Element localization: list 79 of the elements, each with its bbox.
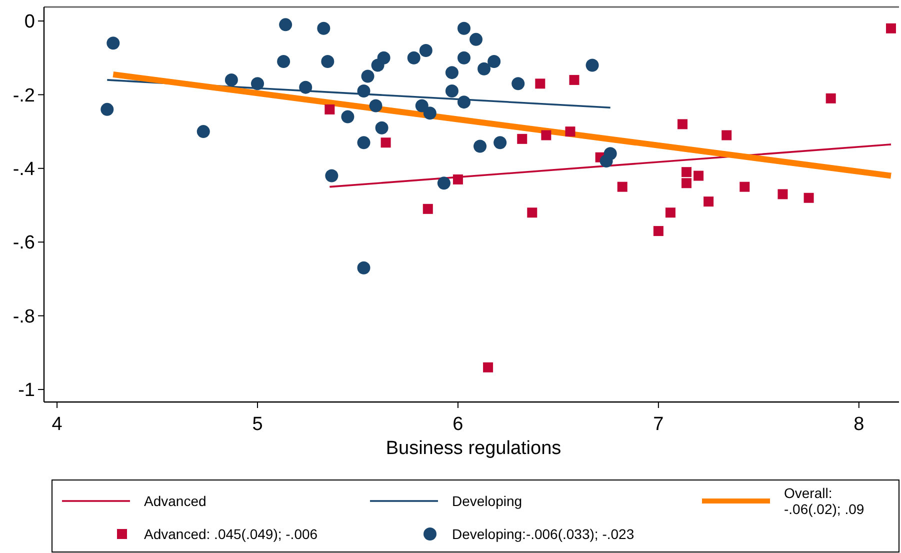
point	[377, 51, 390, 64]
point	[357, 261, 370, 274]
point	[653, 226, 664, 236]
point	[422, 204, 433, 214]
legend-label: Overall: -.06(.02); .09	[784, 484, 864, 517]
point	[535, 78, 546, 89]
point	[375, 121, 388, 134]
point	[512, 77, 525, 90]
point	[341, 110, 354, 124]
y-tick-label: -.6	[12, 232, 35, 254]
point	[321, 55, 334, 68]
point	[419, 44, 432, 57]
x-tick-label: 5	[252, 414, 263, 435]
point	[106, 36, 120, 50]
point	[457, 22, 470, 35]
point	[600, 154, 613, 168]
point	[357, 84, 370, 98]
point	[617, 182, 628, 192]
x-tick-label: 6	[452, 414, 464, 435]
point	[325, 169, 338, 182]
point	[380, 138, 391, 148]
point	[682, 178, 692, 188]
point	[224, 73, 238, 86]
x-tick-label: 8	[854, 414, 864, 435]
point	[324, 104, 335, 114]
point	[826, 93, 836, 104]
point	[279, 18, 292, 32]
point	[452, 174, 463, 184]
x-tick-label: 4	[52, 414, 63, 435]
legend-label: Developing:-.006(.033); -.023	[452, 526, 634, 542]
point	[694, 170, 704, 181]
point	[474, 140, 487, 153]
point	[722, 130, 732, 140]
point	[682, 167, 692, 178]
point	[299, 80, 312, 94]
point	[251, 77, 264, 90]
point	[886, 23, 896, 34]
point	[665, 208, 676, 218]
point	[804, 192, 814, 203]
point	[415, 99, 428, 112]
y-tick-label: -1	[18, 380, 35, 402]
point	[445, 66, 458, 80]
point	[407, 51, 420, 64]
legend-label: Advanced: .045(.049); -.006	[144, 526, 318, 542]
point	[361, 70, 374, 83]
point	[740, 182, 750, 192]
x-axis-title: Business regulations	[386, 438, 562, 459]
point	[470, 32, 483, 46]
point	[369, 99, 382, 112]
point	[527, 208, 538, 218]
point	[277, 55, 290, 68]
point	[100, 102, 114, 116]
point	[569, 74, 580, 85]
point	[494, 136, 507, 150]
point	[488, 55, 501, 68]
x-tick-label: 7	[653, 414, 664, 435]
point	[445, 84, 458, 98]
point	[457, 96, 470, 109]
point	[357, 136, 370, 150]
legend-label: Developing	[452, 492, 522, 509]
point	[704, 196, 714, 207]
point	[457, 51, 470, 64]
point	[586, 58, 599, 72]
legend-label: Advanced	[144, 492, 206, 509]
y-tick-label: 0	[24, 12, 35, 33]
point	[778, 189, 788, 200]
y-tick-label: -.4	[12, 159, 36, 180]
y-tick-label: -.2	[12, 85, 35, 106]
point	[423, 106, 436, 120]
point	[483, 362, 494, 372]
point	[196, 125, 210, 138]
point	[517, 134, 528, 144]
point	[565, 126, 576, 137]
point	[478, 62, 491, 76]
point	[317, 22, 330, 35]
point	[541, 130, 552, 140]
y-tick-label: -.8	[12, 306, 35, 328]
point	[677, 119, 688, 130]
point	[437, 176, 450, 190]
